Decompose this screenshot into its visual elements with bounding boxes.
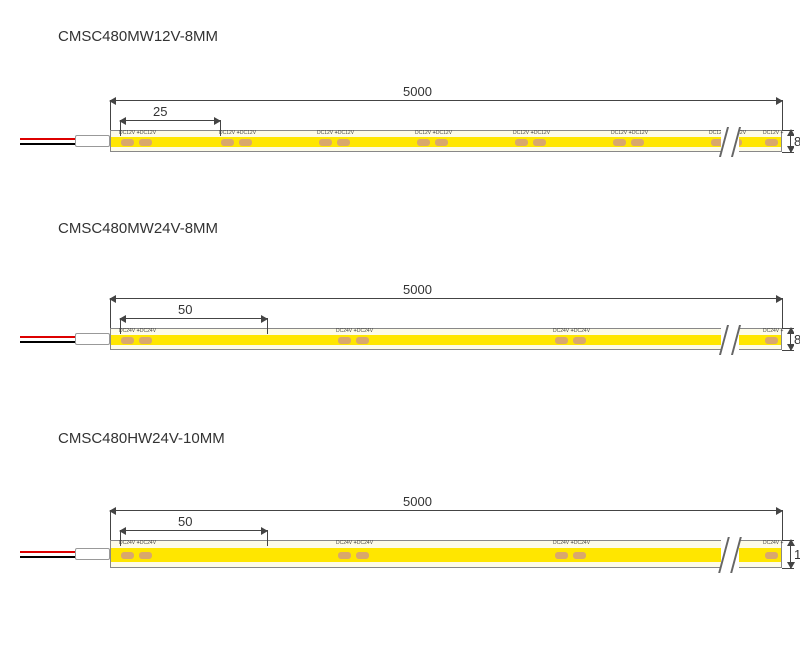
solder-pad — [121, 337, 134, 344]
solder-pad — [356, 337, 369, 344]
wire-black — [20, 556, 75, 558]
dim-label-length: 5000 — [400, 282, 435, 297]
solder-pad — [239, 139, 252, 146]
solder-pad — [765, 552, 778, 559]
dim-label-cut: 25 — [150, 104, 170, 119]
pad-label: +DC24V — [137, 540, 156, 546]
solder-pad — [121, 139, 134, 146]
solder-pad — [121, 552, 134, 559]
wire-red — [20, 138, 75, 140]
solder-pad — [555, 552, 568, 559]
solder-pad — [139, 337, 152, 344]
pad-label: DC24V + — [763, 540, 783, 546]
solder-pad — [338, 337, 351, 344]
pad-label: +DC12V — [237, 130, 256, 136]
solder-pad — [356, 552, 369, 559]
wire-black — [20, 143, 75, 145]
pad-label: +DC24V — [571, 540, 590, 546]
dim-label-width: 10 — [794, 547, 800, 562]
solder-pad — [515, 139, 528, 146]
wire-red — [20, 336, 75, 338]
strip-diagram-s1: DC12V ++DC12VDC12V ++DC12VDC12V ++DC12VD… — [20, 100, 790, 180]
pad-label: +DC12V — [335, 130, 354, 136]
pad-label: +DC12V — [137, 130, 156, 136]
dim-label-cut: 50 — [175, 514, 195, 529]
solder-pad — [435, 139, 448, 146]
wire-red — [20, 551, 75, 553]
dim-label-length: 5000 — [400, 494, 435, 509]
wire-connector — [75, 135, 110, 147]
led-band — [111, 548, 781, 562]
pad-label: +DC24V — [571, 328, 590, 334]
pad-label: +DC24V — [354, 540, 373, 546]
dim-label-width: 8 — [794, 332, 800, 347]
product-title-s3: CMSC480HW24V-10MM — [58, 430, 225, 447]
wire-connector — [75, 548, 110, 560]
solder-pad — [337, 139, 350, 146]
solder-pad — [765, 139, 778, 146]
dim-label-length: 5000 — [400, 84, 435, 99]
dim-line-length — [110, 100, 782, 101]
dim-line-cut — [120, 120, 220, 121]
solder-pad — [139, 552, 152, 559]
dim-line-length — [110, 298, 782, 299]
strip-body: DC24V ++DC24VDC24V ++DC24VDC24V ++DC24VD… — [110, 540, 782, 568]
wire-black — [20, 341, 75, 343]
dim-line-cut — [120, 318, 267, 319]
pad-label: +DC24V — [137, 328, 156, 334]
led-band — [111, 335, 781, 345]
dim-line-width — [790, 328, 791, 350]
solder-pad — [613, 139, 626, 146]
product-title-s1: CMSC480MW12V-8MM — [58, 28, 218, 45]
dim-line-width — [790, 540, 791, 568]
solder-pad — [139, 139, 152, 146]
strip-body: DC24V ++DC24VDC24V ++DC24VDC24V ++DC24VD… — [110, 328, 782, 350]
solder-pad — [533, 139, 546, 146]
break-mark — [721, 539, 739, 571]
pad-label: +DC12V — [433, 130, 452, 136]
solder-pad — [221, 139, 234, 146]
pad-label: +DC12V — [629, 130, 648, 136]
break-mark — [721, 327, 739, 353]
product-title-s2: CMSC480MW24V-8MM — [58, 220, 218, 237]
solder-pad — [319, 139, 332, 146]
dim-line-length — [110, 510, 782, 511]
strip-body: DC12V ++DC12VDC12V ++DC12VDC12V ++DC12VD… — [110, 130, 782, 152]
strip-diagram-s2: DC24V ++DC24VDC24V ++DC24VDC24V ++DC24VD… — [20, 298, 790, 378]
solder-pad — [573, 337, 586, 344]
solder-pad — [555, 337, 568, 344]
dim-label-width: 8 — [794, 134, 800, 149]
solder-pad — [765, 337, 778, 344]
solder-pad — [573, 552, 586, 559]
dim-label-cut: 50 — [175, 302, 195, 317]
strip-diagram-s3: DC24V ++DC24VDC24V ++DC24VDC24V ++DC24VD… — [20, 510, 790, 590]
solder-pad — [338, 552, 351, 559]
solder-pad — [631, 139, 644, 146]
pad-label: +DC12V — [531, 130, 550, 136]
solder-pad — [417, 139, 430, 146]
pad-label: DC24V + — [763, 328, 783, 334]
pad-label: +DC24V — [354, 328, 373, 334]
pad-label: DC12V + — [763, 130, 783, 136]
dim-line-width — [790, 130, 791, 152]
wire-connector — [75, 333, 110, 345]
dim-line-cut — [120, 530, 267, 531]
break-mark — [721, 129, 739, 155]
